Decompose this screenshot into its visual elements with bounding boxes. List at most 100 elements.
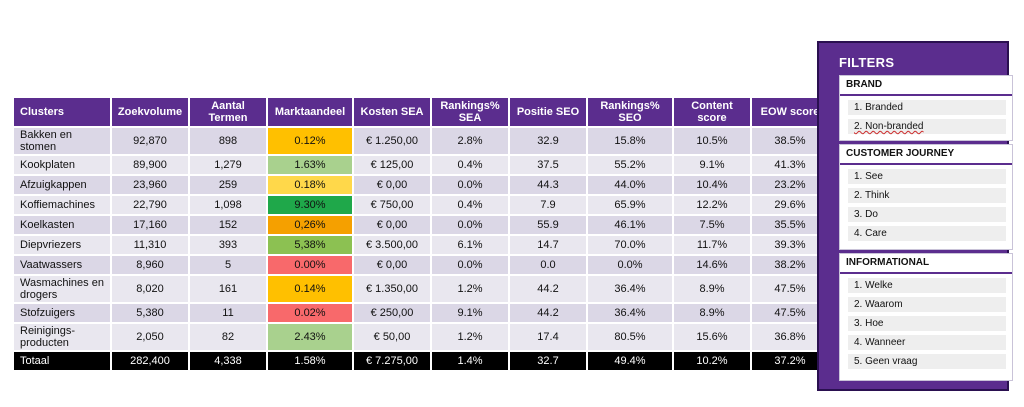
table-body: Bakken en stomen 92,870 898 0.12% € 1.250,00…	[14, 128, 828, 370]
header-aantal-termen[interactable]: Aantal Termen	[190, 98, 266, 126]
cell-zoekvolume: 11,310	[112, 236, 188, 254]
cell-rankings-sea: 1.2%	[432, 276, 508, 302]
filter-option-do[interactable]: 3. Do	[848, 207, 1006, 222]
table-row[interactable]: Reinigings-producten 2,050 82 2.43% € 50,00 1…	[14, 324, 828, 350]
table-row[interactable]: Afzuigkappen 23,960 259 0.18% € 0,00 0.0% 44.3…	[14, 176, 828, 194]
cell-kosten-sea: € 0,00	[354, 216, 430, 234]
cell-kosten-sea: € 1.350,00	[354, 276, 430, 302]
cell-positie-seo: 44.3	[510, 176, 586, 194]
cell-positie-seo: 0.0	[510, 256, 586, 274]
cell-content-score: 11.7%	[674, 236, 750, 254]
cell-marktaandeel: 0.18%	[268, 176, 352, 194]
table-row[interactable]: Vaatwassers 8,960 5 0.00% € 0,00 0.0% 0.0 0.0% 1…	[14, 256, 828, 274]
filter-option-label: 2. Non-branded	[854, 121, 924, 132]
filter-option-welke[interactable]: 1. Welke	[848, 278, 1006, 293]
cell-content-score: 8.9%	[674, 304, 750, 322]
cell-rankings-seo-total: 49.4%	[588, 352, 672, 370]
cell-aantal-termen: 393	[190, 236, 266, 254]
cell-eow-score: 38.2%	[752, 256, 828, 274]
header-eow-score[interactable]: EOW score	[752, 98, 828, 126]
table-row[interactable]: Koffiemachines 22,790 1,098 9.30% € 750,00 0.…	[14, 196, 828, 214]
cell-aantal-termen: 898	[190, 128, 266, 154]
cell-cluster: Kookplaten	[14, 156, 110, 174]
cell-marktaandeel: 9.30%	[268, 196, 352, 214]
cell-aantal-termen: 11	[190, 304, 266, 322]
cell-kosten-sea: € 50,00	[354, 324, 430, 350]
cell-content-score: 10.5%	[674, 128, 750, 154]
table-row[interactable]: Kookplaten 89,900 1,279 1.63% € 125,00 0.4% 37…	[14, 156, 828, 174]
cell-eow-score: 47.5%	[752, 276, 828, 302]
cell-aantal-termen: 82	[190, 324, 266, 350]
header-kosten-sea[interactable]: Kosten SEA	[354, 98, 430, 126]
cell-rankings-seo: 44.0%	[588, 176, 672, 194]
table-row[interactable]: Stofzuigers 5,380 11 0.02% € 250,00 9.1% 44.2 3…	[14, 304, 828, 322]
cell-zoekvolume: 22,790	[112, 196, 188, 214]
cell-eow-score: 36.8%	[752, 324, 828, 350]
cell-rankings-seo: 80.5%	[588, 324, 672, 350]
filter-option-non-branded[interactable]: 2. Non-branded	[848, 119, 1006, 134]
filter-option-care[interactable]: 4. Care	[848, 226, 1006, 241]
filter-option-wanneer[interactable]: 4. Wanneer	[848, 335, 1006, 350]
cell-rankings-sea-total: 1.4%	[432, 352, 508, 370]
cell-aantal-termen: 259	[190, 176, 266, 194]
cell-rankings-seo: 46.1%	[588, 216, 672, 234]
header-clusters[interactable]: Clusters	[14, 98, 110, 126]
header-content-score[interactable]: Content score	[674, 98, 750, 126]
table-row[interactable]: Bakken en stomen 92,870 898 0.12% € 1.250,00…	[14, 128, 828, 154]
cell-rankings-sea: 9.1%	[432, 304, 508, 322]
header-rankings-sea[interactable]: Rankings% SEA	[432, 98, 508, 126]
cell-aantal-termen-total: 4,338	[190, 352, 266, 370]
cell-zoekvolume: 5,380	[112, 304, 188, 322]
filter-option-think[interactable]: 2. Think	[848, 188, 1006, 203]
filter-option-hoe[interactable]: 3. Hoe	[848, 316, 1006, 331]
filter-option-branded[interactable]: 1. Branded	[848, 100, 1006, 115]
cell-content-score: 12.2%	[674, 196, 750, 214]
cell-eow-score: 39.3%	[752, 236, 828, 254]
cell-content-score: 10.4%	[674, 176, 750, 194]
cell-aantal-termen: 152	[190, 216, 266, 234]
header-positie-seo[interactable]: Positie SEO	[510, 98, 586, 126]
cell-zoekvolume: 17,160	[112, 216, 188, 234]
table-row[interactable]: Diepvriezers 11,310 393 5,38% € 3.500,00 6.1%…	[14, 236, 828, 254]
cell-rankings-sea: 6.1%	[432, 236, 508, 254]
cell-aantal-termen: 1,098	[190, 196, 266, 214]
cell-zoekvolume: 2,050	[112, 324, 188, 350]
cell-positie-seo: 44.2	[510, 276, 586, 302]
cell-kosten-sea: € 250,00	[354, 304, 430, 322]
cell-rankings-sea: 0.4%	[432, 196, 508, 214]
cell-eow-score: 29.6%	[752, 196, 828, 214]
cell-marktaandeel-total: 1.58%	[268, 352, 352, 370]
table-row[interactable]: Koelkasten 17,160 152 0,26% € 0,00 0.0% 55.9 46…	[14, 216, 828, 234]
table-row[interactable]: Wasmachines en drogers 8,020 161 0.14% € 1.3…	[14, 276, 828, 302]
cell-marktaandeel: 2.43%	[268, 324, 352, 350]
cell-kosten-sea-total: € 7.275,00	[354, 352, 430, 370]
header-marktaandeel[interactable]: Marktaandeel	[268, 98, 352, 126]
cell-marktaandeel: 0.00%	[268, 256, 352, 274]
filter-group-informational: INFORMATIONAL 1. Welke 2. Waarom 3. Hoe …	[839, 253, 1013, 381]
cell-marktaandeel: 0,26%	[268, 216, 352, 234]
cell-positie-seo: 14.7	[510, 236, 586, 254]
cell-eow-score-total: 37.2%	[752, 352, 828, 370]
cell-eow-score: 35.5%	[752, 216, 828, 234]
header-rankings-seo[interactable]: Rankings% SEO	[588, 98, 672, 126]
filter-option-geen-vraag[interactable]: 5. Geen vraag	[848, 354, 1006, 369]
cell-cluster-total: Totaal	[14, 352, 110, 370]
filter-option-see[interactable]: 1. See	[848, 169, 1006, 184]
cell-eow-score: 47.5%	[752, 304, 828, 322]
cell-rankings-sea: 0.0%	[432, 216, 508, 234]
filter-group-title: BRAND	[840, 76, 1012, 96]
cell-cluster: Koelkasten	[14, 216, 110, 234]
cell-zoekvolume: 89,900	[112, 156, 188, 174]
cell-content-score: 14.6%	[674, 256, 750, 274]
cell-marktaandeel: 0.14%	[268, 276, 352, 302]
cell-cluster: Koffiemachines	[14, 196, 110, 214]
filter-option-waarom[interactable]: 2. Waarom	[848, 297, 1006, 312]
table-total-row: Totaal 282,400 4,338 1.58% € 7.275,00 1.4% 32.…	[14, 352, 828, 370]
cell-content-score: 8.9%	[674, 276, 750, 302]
cluster-table: Clusters Zoekvolume Aantal Termen Markta…	[12, 96, 830, 372]
cell-aantal-termen: 5	[190, 256, 266, 274]
header-zoekvolume[interactable]: Zoekvolume	[112, 98, 188, 126]
cell-rankings-sea: 0.0%	[432, 176, 508, 194]
filter-group-customer-journey: CUSTOMER JOURNEY 1. See 2. Think 3. Do 4…	[839, 144, 1013, 250]
cell-aantal-termen: 1,279	[190, 156, 266, 174]
